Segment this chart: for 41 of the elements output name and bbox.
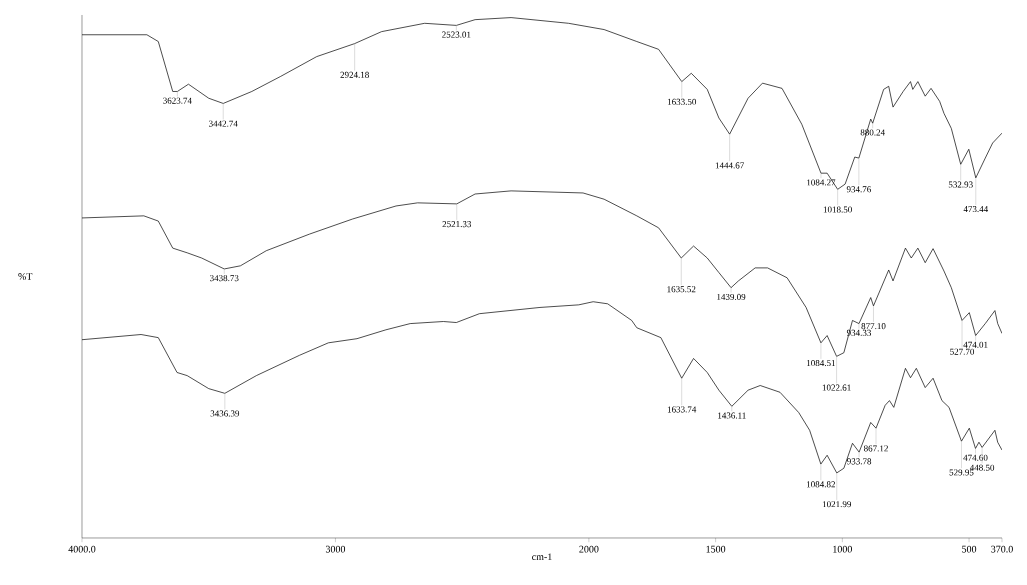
annotation: 1084.51 [807, 360, 835, 367]
x-tick-label: 4000.0 [68, 545, 96, 553]
annotation: 1022.61 [822, 384, 851, 391]
annotation: 1439.09 [717, 293, 746, 300]
annotation: 2523.01 [442, 31, 471, 38]
annotation: 880.24 [860, 129, 885, 136]
x-tick-label: 3000 [325, 545, 346, 553]
x-tick-label: 500 [962, 545, 977, 553]
annotation: 527.70 [950, 348, 975, 355]
annotation: 877.10 [861, 323, 886, 330]
x-tick-label: 1500 [706, 545, 726, 553]
annotation: 1021.99 [822, 501, 852, 508]
annotation: 3436.39 [210, 410, 240, 417]
x-tick-label: 370.0 [991, 545, 1013, 553]
annotation: 448.50 [969, 464, 995, 471]
annotation: 934.76 [846, 186, 871, 193]
y-axis-title: %T [18, 273, 33, 280]
annotation: 529.95 [949, 469, 974, 476]
annotation: 1084.82 [807, 481, 835, 488]
annotation: 474.01 [963, 341, 988, 348]
annotation: 2521.33 [442, 221, 472, 228]
x-tick-label: 2000 [579, 545, 599, 553]
x-tick-label: 1000 [833, 545, 852, 553]
annotation: 934.33 [846, 329, 872, 336]
annotation: 532.93 [948, 181, 973, 188]
annotation: 474.60 [963, 454, 988, 461]
annotation: 3442.74 [209, 120, 238, 127]
annotation: 473.44 [963, 206, 989, 213]
annotation: 1436.11 [718, 412, 746, 419]
annotation: 1635.52 [667, 286, 696, 293]
annotation: 1018.50 [823, 206, 852, 213]
annotation: 1444.67 [715, 162, 744, 169]
annotation: 933.78 [847, 458, 872, 465]
x-axis-title: cm-1 [532, 553, 552, 561]
annotation: 3623.74 [163, 97, 192, 104]
annotation: 1084.27 [807, 179, 836, 186]
annotation: 2924.18 [340, 71, 369, 78]
annotation: 1633.50 [667, 98, 697, 105]
annotation: 1633.74 [667, 406, 697, 413]
annotation: 3438.73 [210, 275, 239, 282]
annotation: 867.12 [863, 445, 888, 452]
